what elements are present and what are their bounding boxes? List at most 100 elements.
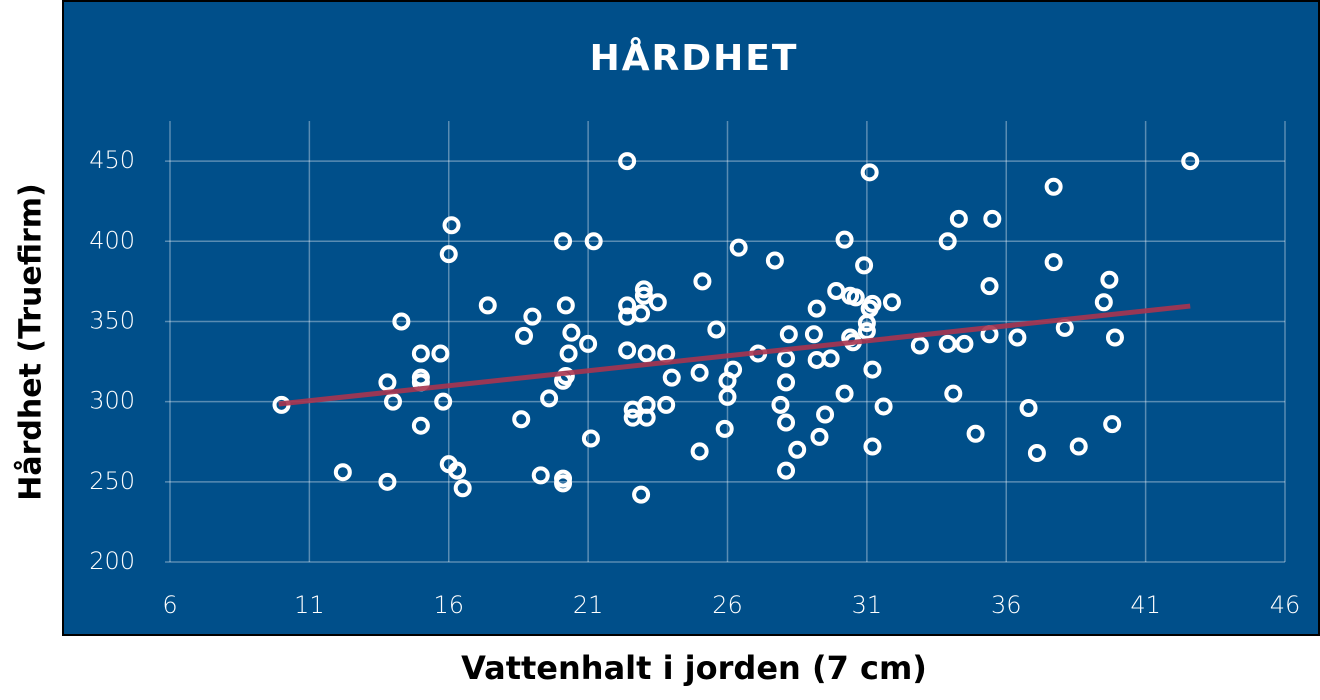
point xyxy=(1103,415,1122,434)
x-tick-label: 26 xyxy=(712,591,743,619)
point xyxy=(662,368,681,387)
y-tick-label: 350 xyxy=(89,306,135,334)
point xyxy=(944,384,963,403)
point xyxy=(860,163,879,182)
trend-line xyxy=(278,303,1191,407)
x-tick-label: 6 xyxy=(162,591,177,619)
x-tick-label: 36 xyxy=(991,591,1022,619)
point xyxy=(693,272,712,291)
point xyxy=(618,152,637,171)
point xyxy=(857,322,876,341)
point xyxy=(634,286,653,305)
point xyxy=(333,463,352,482)
point xyxy=(1069,437,1088,456)
point xyxy=(955,334,974,353)
point xyxy=(980,277,999,296)
point xyxy=(690,363,709,382)
point xyxy=(846,288,865,307)
point xyxy=(448,461,467,480)
point xyxy=(1044,253,1063,272)
point xyxy=(777,413,796,432)
point xyxy=(729,238,748,257)
point xyxy=(804,325,823,344)
point xyxy=(431,344,450,363)
y-axis-label: Hårdhet (Truefirm) xyxy=(13,183,49,501)
y-tick-label: 300 xyxy=(89,387,135,415)
x-tick-label: 41 xyxy=(1130,591,1161,619)
point xyxy=(724,360,743,379)
x-tick-label: 31 xyxy=(852,591,883,619)
point xyxy=(863,437,882,456)
point xyxy=(707,320,726,339)
point xyxy=(1105,328,1124,347)
point xyxy=(855,256,874,275)
chart-title: HÅRDHET xyxy=(590,37,799,79)
point xyxy=(632,485,651,504)
point xyxy=(863,360,882,379)
point xyxy=(938,232,957,251)
point xyxy=(562,323,581,342)
point xyxy=(384,392,402,411)
point xyxy=(411,416,430,435)
point xyxy=(882,293,901,312)
point xyxy=(910,336,929,355)
point xyxy=(378,472,397,491)
y-tick-label: 200 xyxy=(89,547,135,575)
point xyxy=(966,424,985,443)
point xyxy=(810,427,829,446)
point xyxy=(618,341,637,360)
point xyxy=(718,387,737,406)
point xyxy=(938,334,957,353)
point xyxy=(556,296,575,315)
point xyxy=(523,307,542,326)
point xyxy=(1027,443,1046,462)
point xyxy=(434,392,453,411)
point xyxy=(559,344,578,363)
point xyxy=(1181,152,1200,171)
point xyxy=(949,209,968,228)
point xyxy=(648,293,667,312)
point xyxy=(835,230,854,249)
point xyxy=(807,299,826,318)
x-tick-label: 46 xyxy=(1270,591,1301,619)
x-tick-label: 21 xyxy=(573,591,604,619)
point xyxy=(1094,293,1113,312)
point xyxy=(715,419,734,438)
point xyxy=(657,395,676,414)
point xyxy=(863,294,882,313)
point xyxy=(777,373,796,392)
point xyxy=(816,405,835,424)
point xyxy=(788,440,807,459)
point xyxy=(637,344,656,363)
point xyxy=(392,312,411,331)
point xyxy=(1100,270,1119,289)
point xyxy=(378,373,397,392)
y-tick-label: 250 xyxy=(89,467,135,495)
point xyxy=(1019,399,1038,418)
point xyxy=(531,466,550,485)
point xyxy=(515,326,534,345)
point xyxy=(634,280,653,299)
y-tick-label: 450 xyxy=(89,146,135,174)
point xyxy=(690,442,709,461)
point xyxy=(512,410,531,429)
point xyxy=(618,296,637,315)
x-tick-label: 11 xyxy=(294,591,325,619)
point xyxy=(1044,177,1063,196)
point xyxy=(835,384,854,403)
point xyxy=(478,296,497,315)
point xyxy=(579,334,598,353)
point xyxy=(821,349,840,368)
x-tick-label: 16 xyxy=(433,591,464,619)
point xyxy=(874,397,893,416)
point xyxy=(453,479,472,498)
chart-panel xyxy=(62,0,1320,636)
point xyxy=(777,461,796,480)
point xyxy=(584,232,603,251)
point xyxy=(771,395,790,414)
point xyxy=(554,474,573,493)
point xyxy=(765,251,784,270)
point xyxy=(632,304,651,323)
point xyxy=(1008,328,1027,347)
